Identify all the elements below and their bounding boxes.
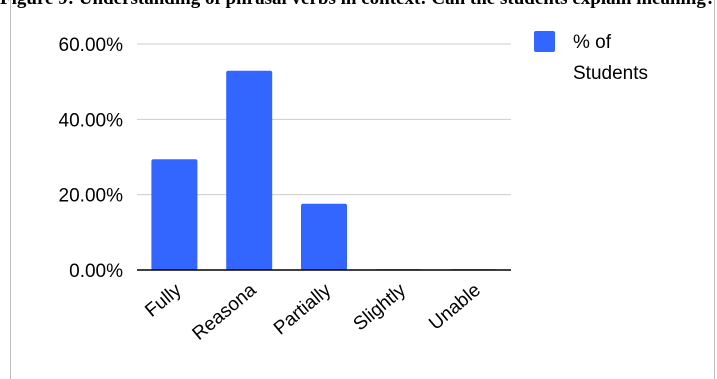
figure-heading: Figure 9: Understanding of phrasal verbs… [0, 0, 717, 11]
x-tick-label: Fully [141, 279, 186, 321]
y-tick-label: 20.00% [59, 186, 124, 207]
x-tick-label: Reasona [189, 279, 261, 344]
bar-fully [151, 159, 198, 270]
x-axis-ticks: Fully Reasona Partially Slightly Unable [141, 279, 484, 344]
bar-partially [301, 203, 347, 270]
legend-label-line-1: % of [573, 32, 612, 53]
x-tick-label: Partially [270, 279, 336, 339]
y-tick-label: 40.00% [59, 110, 124, 131]
frame-border-left [10, 0, 11, 379]
frame-border-right [714, 0, 715, 379]
grid-lines [137, 43, 511, 196]
legend-swatch [534, 31, 555, 52]
y-tick-label: 60.00% [59, 35, 124, 56]
x-tick-label: Slightly [350, 279, 411, 335]
y-axis-ticks: 0.00% 20.00% 40.00% 60.00% [59, 35, 124, 282]
bar-reasona [226, 70, 273, 270]
legend: % of Students [534, 31, 648, 84]
x-tick-label: Unable [425, 280, 485, 335]
bars [151, 70, 497, 270]
y-tick-label: 0.00% [69, 261, 123, 282]
legend-label-line-2: Students [573, 63, 648, 84]
